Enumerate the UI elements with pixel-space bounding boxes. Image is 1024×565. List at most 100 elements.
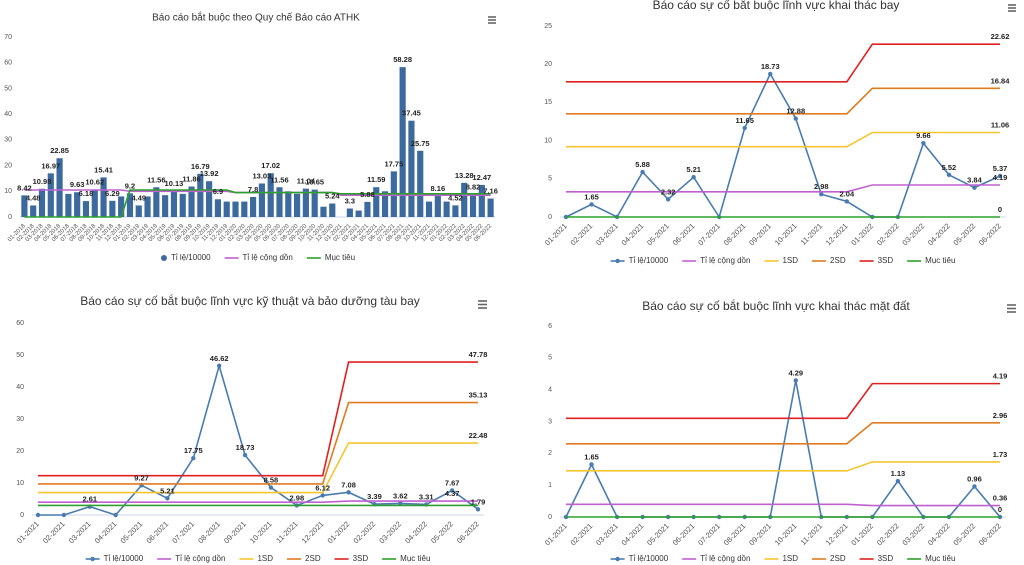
data-label: 2.98 — [290, 493, 305, 502]
data-label: 12.47 — [472, 173, 491, 182]
y-tick-label: 0 — [8, 214, 12, 221]
legend-label: 1SD — [782, 554, 798, 563]
x-tick-label: 02-2022 — [351, 519, 377, 545]
y-tick-label: 0 — [548, 214, 552, 221]
menu-icon[interactable] — [1008, 4, 1016, 12]
x-tick-label: 08-2021 — [722, 221, 748, 247]
point — [742, 125, 747, 131]
bar — [197, 173, 204, 217]
x-tick-label: 05-2021 — [645, 221, 671, 247]
x-tick-label: 10-2021 — [773, 221, 799, 247]
point — [165, 496, 170, 501]
menu-icon[interactable] — [488, 16, 496, 24]
legend-item: 3SD — [334, 554, 369, 563]
x-tick-label: 11-2021 — [799, 521, 824, 546]
chart-title: Báo cáo bắt buộc theo Quy chế Báo cáo AT… — [152, 11, 360, 24]
bar — [126, 193, 134, 217]
legend-label: Tỉ lệ cộng dồn — [175, 554, 225, 563]
y-tick-label: 60 — [16, 320, 24, 327]
data-label: 22.85 — [50, 146, 69, 155]
data-label: 13.03 — [253, 171, 272, 180]
series-line — [38, 362, 479, 516]
data-label: 18.73 — [761, 62, 780, 71]
data-label: 35.13 — [469, 391, 488, 400]
bar — [56, 158, 63, 217]
legend-item: 2SD — [812, 554, 846, 563]
bar — [118, 196, 125, 217]
bar — [74, 192, 81, 217]
data-label: 11.04 — [297, 177, 316, 186]
point — [793, 378, 798, 383]
point — [665, 197, 671, 202]
legend-label: Tỉ lệ cộng dồn — [700, 554, 750, 563]
x-tick-label: 07-2021 — [696, 521, 722, 547]
chart-title: Báo cáo sự cố bắt buộc lĩnh vực khai thá… — [642, 298, 910, 313]
legend-label: Tỉ lệ/10000 — [629, 256, 669, 265]
series-line — [38, 500, 478, 504]
point — [640, 169, 645, 175]
data-label: 13.92 — [200, 169, 219, 178]
data-label: 1.65 — [584, 192, 599, 201]
bar — [144, 196, 151, 217]
x-tick-label: 07-2021 — [696, 221, 722, 247]
bar — [311, 189, 318, 217]
series-line — [38, 401, 478, 485]
x-tick-label: 04-2022 — [926, 521, 952, 547]
x-tick-label: 01-2021 — [543, 521, 569, 547]
x-tick-label: 03-2022 — [377, 519, 403, 545]
legend-item: 3SD — [859, 256, 893, 265]
y-tick-label: 30 — [4, 137, 12, 144]
series-line — [566, 382, 1000, 420]
x-tick-label: 02-2021 — [569, 221, 595, 247]
point — [844, 199, 850, 204]
bar — [82, 201, 90, 217]
legend-item: 2SD — [287, 554, 321, 563]
x-tick-label: 12-2021 — [300, 519, 326, 545]
x-tick-label: 05-2022 — [951, 221, 977, 247]
bar — [135, 205, 142, 217]
chart-panel: Báo cáo bắt buộc theo Quy chế Báo cáo AT… — [4, 11, 498, 262]
legend-item: Tỉ lệ cộng dồn — [157, 554, 225, 563]
data-label: 0.36 — [993, 494, 1008, 503]
legend-item: 1SD — [764, 256, 798, 265]
y-tick-label: 10 — [16, 480, 24, 487]
legend-item: Tỉ lệ cộng dồn — [224, 253, 293, 262]
x-tick-label: 03-2021 — [594, 521, 620, 547]
data-label: 16.84 — [991, 76, 1011, 85]
point — [191, 456, 196, 461]
point — [793, 116, 798, 121]
legend-symbol — [615, 556, 620, 562]
legend-label: Tỉ lệ cộng dồn — [700, 256, 750, 265]
data-label: 7.8 — [248, 185, 258, 194]
data-label: 16.97 — [41, 161, 60, 170]
bar — [179, 193, 186, 217]
data-label: 11.56 — [270, 175, 288, 184]
menu-icon[interactable] — [478, 300, 487, 309]
data-label: 5.24 — [325, 192, 340, 201]
point — [946, 172, 952, 178]
y-tick-label: 50 — [4, 85, 12, 92]
x-tick-label: 08-2021 — [196, 519, 222, 545]
y-tick-label: 3 — [548, 418, 552, 425]
x-tick-label: 12-2021 — [824, 221, 850, 247]
data-label: 4.19 — [993, 372, 1008, 381]
data-label: 2.32 — [661, 187, 676, 196]
legend-label: 3SD — [353, 554, 369, 563]
menu-icon[interactable] — [1007, 304, 1016, 313]
data-label: 46.62 — [210, 354, 229, 363]
x-tick-label: 06-2022 — [977, 221, 1003, 247]
point — [320, 493, 325, 498]
x-tick-label: 09-2021 — [222, 519, 248, 545]
bar — [250, 196, 257, 217]
data-label: 3.84 — [967, 176, 982, 185]
series-line — [24, 189, 491, 218]
y-tick-label: 40 — [16, 384, 24, 391]
bar — [162, 195, 169, 217]
data-label: 0 — [998, 505, 1002, 514]
y-tick-label: 30 — [16, 416, 24, 423]
data-label: 9.66 — [916, 131, 931, 140]
data-label: 17.75 — [184, 446, 203, 455]
data-label: 13.28 — [455, 171, 474, 180]
series-line — [566, 43, 1000, 83]
x-tick-label: 06-2022 — [455, 519, 481, 545]
